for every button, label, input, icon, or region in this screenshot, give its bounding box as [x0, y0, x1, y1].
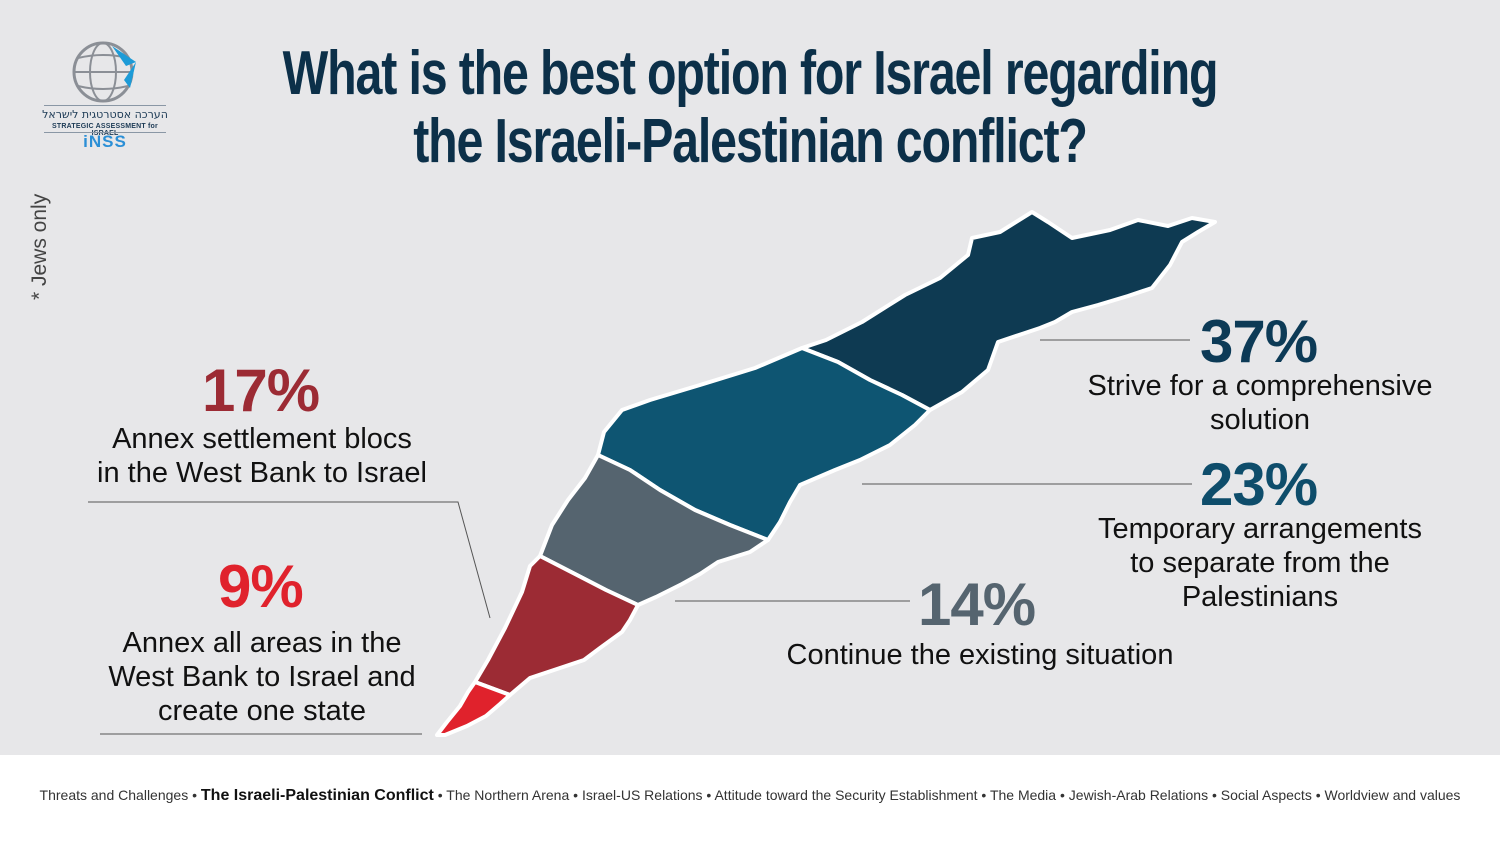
- footer-separator: •: [1311, 787, 1325, 803]
- label-line: solution: [1210, 404, 1310, 436]
- label-annex-all-areas: Annex all areas in the West Bank to Israe…: [62, 626, 462, 728]
- leader-line-annex-settlement-blocs: [88, 501, 491, 619]
- pct-existing-situation: 14%: [918, 571, 1036, 638]
- footer-separator: •: [977, 787, 990, 803]
- title-line-2: the Israeli-Palestinian conflict?: [413, 107, 1088, 176]
- label-line: Temporary arrangements: [1098, 513, 1422, 545]
- label-line: create one state: [158, 695, 366, 727]
- pct-temporary-arrangements: 23%: [1200, 451, 1318, 518]
- label-line: to separate from the: [1130, 547, 1390, 579]
- pct-annex-all-areas: 9%: [218, 553, 304, 620]
- logo-brand-text: iNSS: [83, 132, 127, 151]
- footer-nav-link[interactable]: Attitude toward the Security Establishme…: [714, 787, 978, 803]
- footer-nav-link[interactable]: The Media: [989, 787, 1057, 803]
- page-title: What is the best option for Israel regar…: [282, 39, 1219, 176]
- footer-separator: •: [433, 787, 447, 803]
- footer-separator: •: [1208, 787, 1221, 803]
- label-line: in the West Bank to Israel: [97, 457, 427, 489]
- label-comprehensive-solution: Strive for a comprehensive solution: [1060, 369, 1460, 437]
- footer-nav-link[interactable]: Jewish-Arab Relations: [1068, 787, 1209, 803]
- logo-english-text: STRATEGIC ASSESSMENT for ISRAEL: [52, 123, 158, 137]
- title-line-1: What is the best option for Israel regar…: [282, 39, 1219, 108]
- chart-map: [88, 210, 1217, 737]
- label-annex-settlement-blocs: Annex settlement blocs in the West Bank t…: [62, 422, 462, 490]
- label-existing-situation: Continue the existing situation: [730, 638, 1230, 672]
- label-line: West Bank to Israel and: [108, 661, 416, 693]
- pct-annex-settlement-blocs: 17%: [202, 357, 320, 424]
- footer-separator: •: [702, 787, 715, 803]
- label-line: Palestinians: [1181, 581, 1339, 613]
- footer-nav-link[interactable]: Worldview and values: [1324, 787, 1461, 803]
- footer-nav-link[interactable]: The Northern Arena: [446, 787, 570, 803]
- footer-navigation: Threats and Challenges • The Israeli-Pal…: [0, 755, 1500, 844]
- label-temporary-arrangements: Temporary arrangements to separate from t…: [1060, 512, 1460, 614]
- label-line: Strive for a comprehensive: [1087, 370, 1433, 402]
- footer-nav-link[interactable]: Threats and Challenges: [39, 787, 189, 803]
- footer-nav-link[interactable]: The Israeli-Palestinian Conflict: [200, 787, 434, 804]
- footer-separator: •: [1056, 787, 1069, 803]
- footer-nav-items: Threats and Challenges • The Israeli-Pal…: [0, 787, 1500, 805]
- infographic-panel: הערכה אסטרטגית לישראל STRATEGIC ASSESSME…: [0, 0, 1500, 755]
- pct-comprehensive-solution: 37%: [1200, 308, 1318, 375]
- inss-logo: הערכה אסטרטגית לישראל STRATEGIC ASSESSME…: [40, 40, 170, 155]
- label-line: Annex all areas in the: [122, 627, 402, 659]
- segment-comprehensive-solution: [800, 210, 1217, 412]
- footer-nav-link[interactable]: Social Aspects: [1220, 787, 1312, 803]
- segment-annex-all-areas: [435, 680, 512, 737]
- globe-icon: [72, 41, 136, 103]
- label-line: Annex settlement blocs: [112, 423, 412, 455]
- logo-hebrew-text: הערכה אסטרטגית לישראל: [42, 108, 168, 121]
- footer-nav-link[interactable]: Israel-US Relations: [581, 787, 703, 803]
- label-line: Continue the existing situation: [786, 639, 1174, 671]
- footer-separator: •: [188, 787, 201, 803]
- footer-separator: •: [569, 787, 582, 803]
- segment-annex-settlement-blocs: [473, 554, 640, 697]
